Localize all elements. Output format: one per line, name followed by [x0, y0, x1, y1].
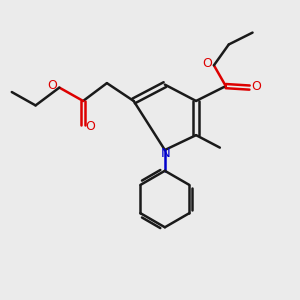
Text: O: O	[202, 57, 212, 70]
Text: O: O	[251, 80, 261, 93]
Text: O: O	[48, 79, 57, 92]
Text: N: N	[160, 147, 170, 160]
Text: O: O	[85, 120, 95, 133]
